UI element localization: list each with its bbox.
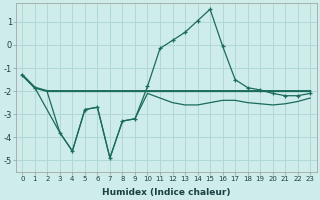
X-axis label: Humidex (Indice chaleur): Humidex (Indice chaleur) — [102, 188, 230, 197]
